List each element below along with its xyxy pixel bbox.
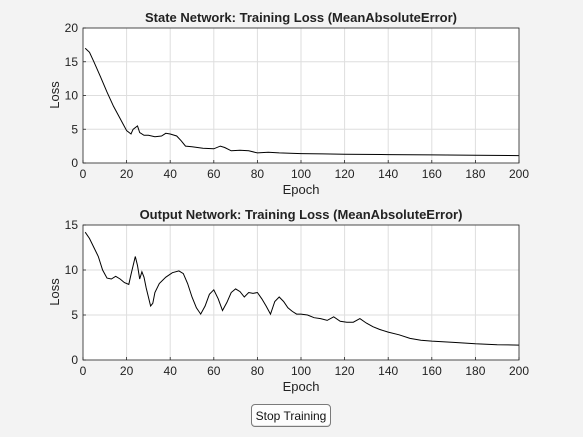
x-tick-label: 60 bbox=[207, 364, 221, 378]
tick-labels: 0 20 40 60 80 100 120 140 160 180 200 0 5 10 15 20 bbox=[65, 21, 530, 181]
x-tick-label: 0 bbox=[80, 167, 87, 181]
x-tick-label: 180 bbox=[465, 364, 485, 378]
y-tick-label: 0 bbox=[71, 353, 78, 367]
x-tick-label: 140 bbox=[378, 364, 398, 378]
y-tick-label: 10 bbox=[65, 89, 79, 103]
stop-training-button[interactable]: Stop Training bbox=[251, 404, 331, 427]
y-tick-label: 15 bbox=[65, 218, 79, 232]
x-tick-label: 120 bbox=[335, 364, 355, 378]
x-tick-label: 180 bbox=[465, 167, 485, 181]
y-tick-label: 20 bbox=[65, 21, 79, 35]
x-tick-label: 40 bbox=[164, 364, 178, 378]
y-axis-label: Loss bbox=[47, 81, 62, 109]
output-loss-plot: Output Network: Training Loss (MeanAbsol… bbox=[47, 207, 529, 394]
x-axis-label: Epoch bbox=[283, 379, 320, 394]
x-tick-label: 100 bbox=[291, 364, 311, 378]
y-tick-label: 15 bbox=[65, 55, 79, 69]
plot-title: Output Network: Training Loss (MeanAbsol… bbox=[140, 207, 463, 222]
loss-line bbox=[84, 231, 520, 346]
y-axis-label: Loss bbox=[47, 278, 62, 306]
loss-line bbox=[84, 47, 520, 157]
x-tick-label: 140 bbox=[378, 167, 398, 181]
x-axis-label: Epoch bbox=[283, 182, 320, 197]
y-tick-label: 10 bbox=[65, 263, 79, 277]
x-tick-label: 60 bbox=[207, 167, 221, 181]
state-loss-plot: State Network: Training Loss (MeanAbsolu… bbox=[47, 10, 529, 197]
x-tick-label: 160 bbox=[422, 364, 442, 378]
x-tick-label: 0 bbox=[80, 364, 87, 378]
x-tick-label: 200 bbox=[509, 364, 529, 378]
x-tick-label: 160 bbox=[422, 167, 442, 181]
x-tick-label: 120 bbox=[335, 167, 355, 181]
y-tick-label: 0 bbox=[71, 156, 78, 170]
x-tick-label: 80 bbox=[251, 167, 265, 181]
x-tick-label: 100 bbox=[291, 167, 311, 181]
x-tick-label: 20 bbox=[120, 364, 134, 378]
tick-labels: 0 20 40 60 80 100 120 140 160 180 200 0 5 10 15 bbox=[65, 218, 530, 378]
plot-title: State Network: Training Loss (MeanAbsolu… bbox=[145, 10, 457, 25]
y-tick-label: 5 bbox=[71, 122, 78, 136]
y-tick-label: 5 bbox=[71, 308, 78, 322]
x-tick-label: 20 bbox=[120, 167, 134, 181]
x-tick-label: 80 bbox=[251, 364, 265, 378]
x-tick-label: 40 bbox=[164, 167, 178, 181]
x-tick-label: 200 bbox=[509, 167, 529, 181]
